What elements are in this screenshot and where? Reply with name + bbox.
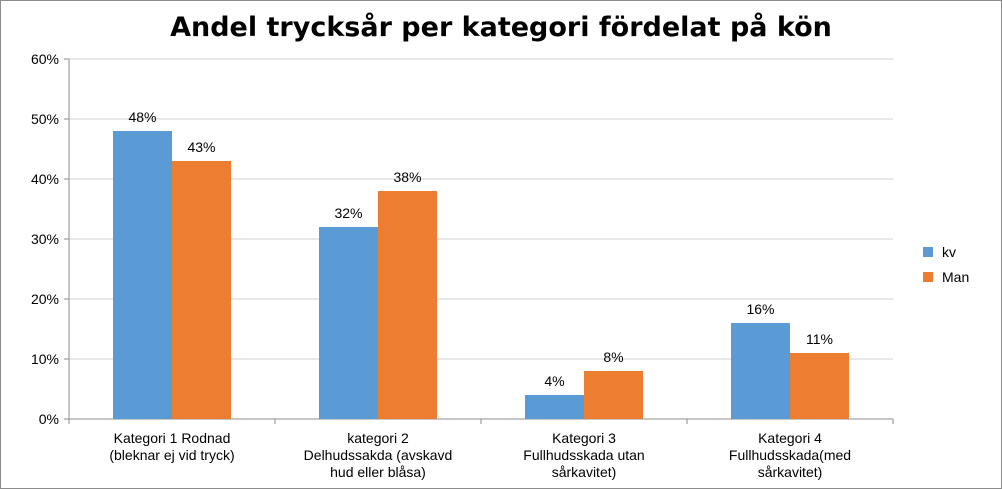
legend-label: Man [942,269,969,285]
bar-kv-4 [731,323,790,419]
bar-man-3 [584,371,643,419]
y-tick-label: 10% [31,351,59,367]
legend-label: kv [942,244,956,260]
data-label: 11% [806,331,833,347]
x-axis: Kategori 1 Rodnad (bleknar ej vid tryck) k… [68,419,894,480]
legend-swatch [923,247,933,257]
y-tick-label: 20% [31,291,59,307]
bar-kv-2 [319,227,378,419]
data-label: 16% [746,301,774,317]
legend-swatch [923,272,933,282]
chart-title: Andel trycksår per kategori fördelat på … [170,11,832,43]
data-label: 48% [128,109,156,125]
x-tick-label: Kategori 3 Fullhudsskada utan sårkavitet) [523,430,644,480]
y-tick-label: 30% [31,231,59,247]
x-tick-label: kategori 2 Delhudssakda (avskavd hud eller… [304,430,453,480]
data-labels: 48% 43% 32% 38% 4% 8% 16% 11% [128,109,833,389]
y-tick-label: 40% [31,171,59,187]
data-label: 8% [603,349,623,365]
bar-kv-1 [113,131,172,419]
bar-man-1 [172,161,231,419]
data-label: 38% [393,169,421,185]
y-tick-label: 0% [39,411,59,427]
y-axis: 0% 10% 20% 30% 40% 50% 60% [31,51,70,427]
y-tick-label: 50% [31,111,59,127]
legend: kv Man [923,244,969,285]
x-tick-label: Kategori 1 Rodnad (bleknar ej vid tryck) [109,430,234,463]
bars [113,131,849,419]
bar-man-2 [378,191,437,419]
data-label: 4% [544,373,564,389]
y-tick-label: 60% [31,51,59,67]
x-tick-label: Kategori 4 Fullhudsskada(med sårkavitet) [729,430,851,480]
bar-kv-3 [525,395,584,419]
data-label: 32% [334,205,362,221]
data-label: 43% [187,139,215,155]
bar-man-4 [790,353,849,419]
